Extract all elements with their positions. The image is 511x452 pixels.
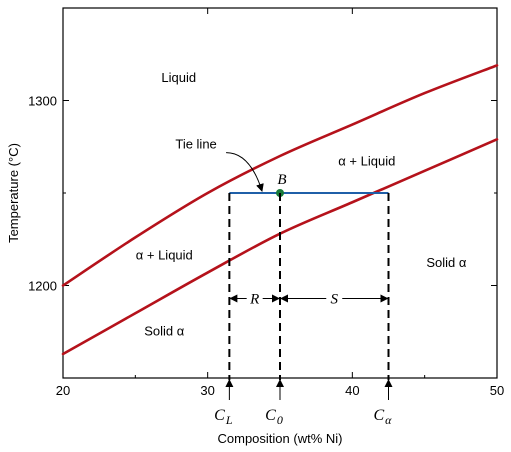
- tie-line-annotation: Tie line: [175, 137, 216, 152]
- y-axis-label: Temperature (°C): [6, 143, 21, 243]
- tie-line-group: B: [229, 172, 389, 197]
- y-tick-label: 1300: [28, 94, 57, 109]
- y-tick-label: 1200: [28, 279, 57, 294]
- axis-ticks: 20 30 40 50 1200 1300: [28, 8, 504, 398]
- x-tick-label: 20: [56, 383, 70, 398]
- solidus-curve: [61, 138, 499, 356]
- lever-s-label: S: [331, 291, 339, 307]
- lever-r-label: R: [249, 291, 259, 307]
- composition-dashed-lines: CL C0 Cα: [214, 193, 393, 427]
- composition-label: Cα: [374, 407, 393, 427]
- region-label: Solid α: [144, 323, 185, 338]
- x-tick-label: 30: [200, 383, 214, 398]
- tie-line-pointer: [226, 152, 264, 192]
- x-axis-label: Composition (wt% Ni): [218, 431, 343, 446]
- region-label: Liquid: [161, 70, 196, 85]
- composition-label: C0: [265, 407, 283, 427]
- region-label: α + Liquid: [136, 248, 193, 263]
- x-tick-label: 40: [345, 383, 359, 398]
- liquidus-curve: [61, 64, 499, 287]
- phase-region-labels: Liquid α + Liquid α + Liquid Solid α Solid α: [136, 70, 467, 338]
- composition-label: CL: [214, 407, 233, 427]
- region-label: α + Liquid: [338, 153, 395, 168]
- point-b-label: B: [277, 172, 286, 188]
- annotations: Tie line: [175, 137, 264, 192]
- phase-boundaries: [61, 64, 499, 356]
- region-label: Solid α: [426, 255, 467, 270]
- x-tick-label: 50: [490, 383, 504, 398]
